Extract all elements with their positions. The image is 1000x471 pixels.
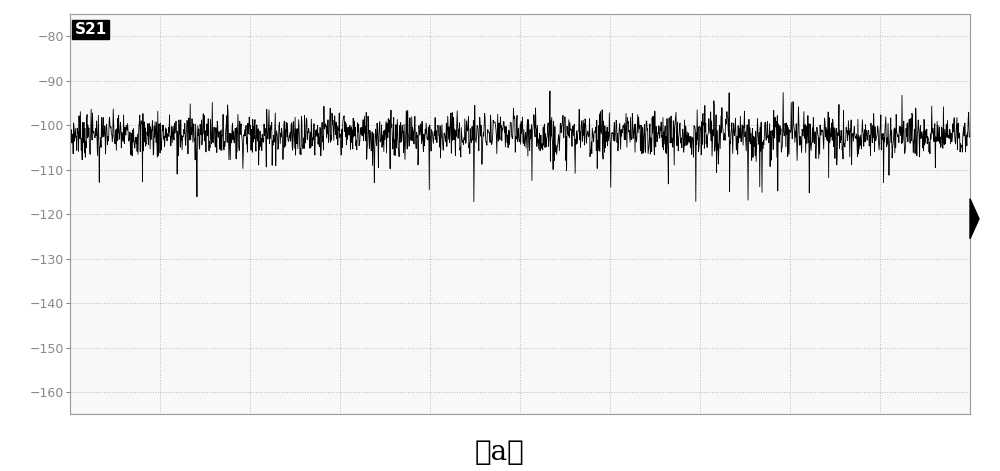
Text: （a）: （a） xyxy=(475,439,525,466)
Polygon shape xyxy=(970,199,979,239)
Text: S21: S21 xyxy=(74,22,107,37)
